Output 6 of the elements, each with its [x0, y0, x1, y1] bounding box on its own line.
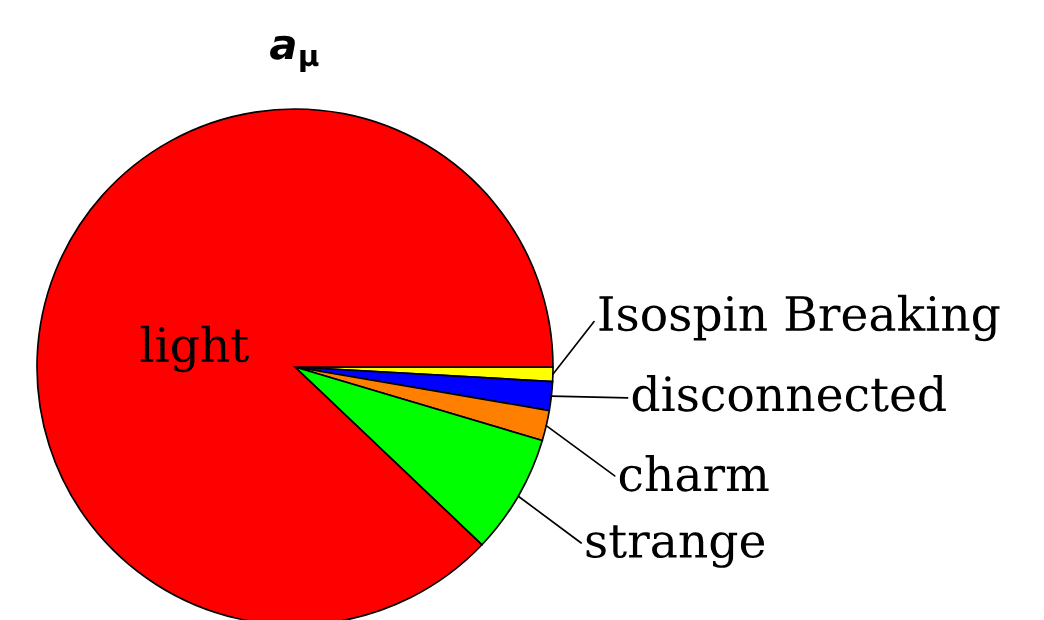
slice-label: charm [619, 455, 769, 492]
slice-label: disconnected [632, 375, 946, 412]
slice-label: strange [586, 525, 765, 568]
slice-label: light [140, 325, 249, 373]
slice-label: Isospin Breaking [599, 294, 1000, 342]
chart-title: a$_{μ}$ [270, 35, 319, 72]
